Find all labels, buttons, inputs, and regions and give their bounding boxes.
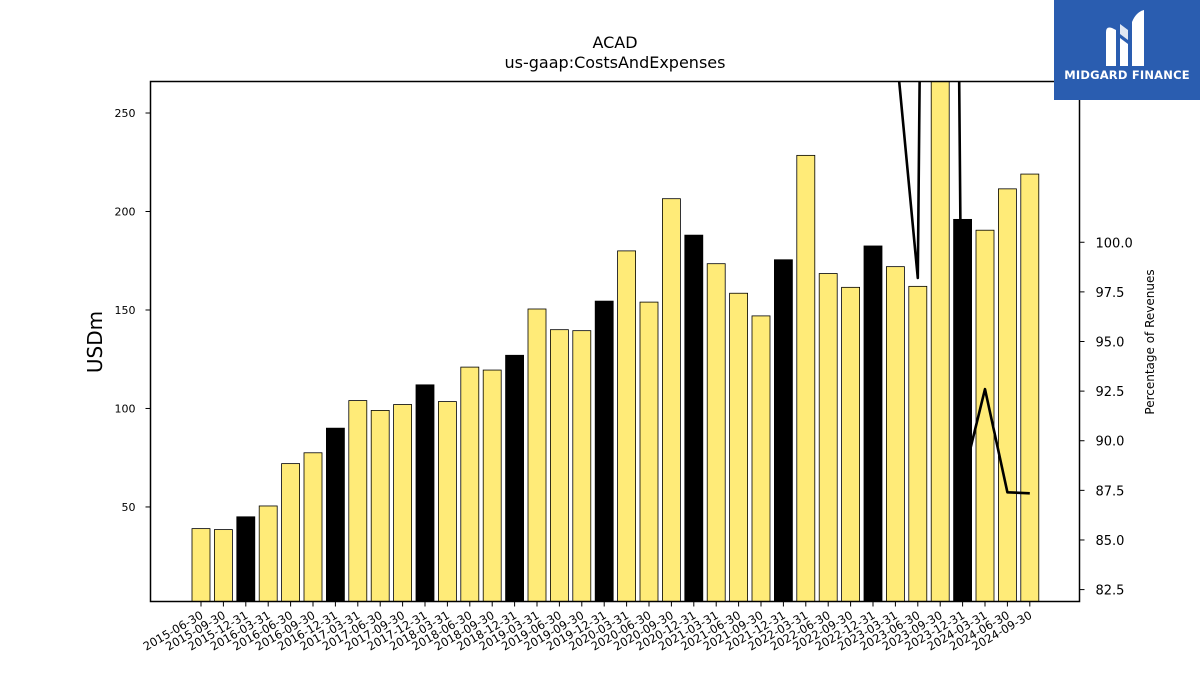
bar-2020-06-30 <box>639 301 659 602</box>
bar-2023-09-30 <box>930 81 950 602</box>
bar-2015-09-30 <box>213 529 233 602</box>
bar-2022-09-30 <box>841 286 860 602</box>
bar-2023-06-30 <box>908 285 928 602</box>
bar-2024-06-30 <box>998 188 1017 602</box>
bar-2021-12-31 <box>774 259 793 602</box>
bar-2020-09-30 <box>662 198 681 602</box>
y-tick-label: 150 <box>115 304 136 317</box>
bar-2022-06-30 <box>818 273 838 602</box>
bar-2021-09-30 <box>751 315 771 602</box>
bar-2016-03-31 <box>258 505 278 602</box>
bar-2018-03-31 <box>437 401 457 602</box>
bar-2015-06-30 <box>191 528 211 602</box>
y2-tick-label: 90.0 <box>1096 435 1125 450</box>
bar-2019-12-31 <box>594 300 614 602</box>
logo-mark-icon <box>1106 10 1144 66</box>
bar-2023-03-31 <box>886 266 905 602</box>
y-tick-label: 100 <box>115 402 136 415</box>
y2-tick-label: 85.0 <box>1096 534 1125 549</box>
bar-2017-12-31 <box>415 384 435 602</box>
percentage-line <box>897 81 1030 495</box>
bar-2019-06-30 <box>550 329 569 602</box>
bar-2019-03-31 <box>527 308 547 602</box>
bar-2018-09-30 <box>482 369 502 602</box>
bar-2015-12-31 <box>236 516 256 602</box>
bar-2022-12-31 <box>863 245 883 602</box>
y2-tick-label: 87.5 <box>1096 484 1125 499</box>
y2-tick-label: 82.5 <box>1096 584 1125 599</box>
midgard-finance-logo: MIDGARD FINANCE <box>1054 0 1200 100</box>
y2-tick-label: 95.0 <box>1096 336 1125 351</box>
bar-2016-09-30 <box>303 452 323 602</box>
bar-2020-03-31 <box>617 250 636 602</box>
bar-2017-03-31 <box>348 400 368 602</box>
bar-2017-06-30 <box>370 410 390 602</box>
y2-tick-label: 92.5 <box>1096 385 1125 400</box>
bar-2021-06-30 <box>729 292 748 602</box>
bar-2021-03-31 <box>706 263 726 602</box>
bar-2019-09-30 <box>572 330 592 602</box>
chart-title: ACAD <box>592 33 637 52</box>
y-axis-label: USDm <box>83 311 107 373</box>
bar-2016-12-31 <box>325 427 345 602</box>
bar-2020-12-31 <box>684 234 704 602</box>
logo-text: MIDGARD FINANCE <box>1064 68 1190 82</box>
y-tick-label: 250 <box>115 107 136 120</box>
y2-tick-label: 100.0 <box>1096 236 1133 251</box>
y-tick-label: 200 <box>115 206 136 219</box>
bar-2018-06-30 <box>460 366 480 602</box>
bar-2022-03-31 <box>796 154 816 602</box>
bar-2024-09-30 <box>1020 173 1040 602</box>
bar-2017-09-30 <box>393 404 413 602</box>
y-tick-label: 50 <box>122 501 136 514</box>
bar-2018-12-31 <box>505 354 525 602</box>
bar-2016-06-30 <box>281 463 301 602</box>
chart-subtitle: us-gaap:CostsAndExpenses <box>505 53 726 72</box>
y2-tick-label: 97.5 <box>1096 286 1125 301</box>
y2-axis-label: Percentage of Revenues <box>1143 269 1157 414</box>
